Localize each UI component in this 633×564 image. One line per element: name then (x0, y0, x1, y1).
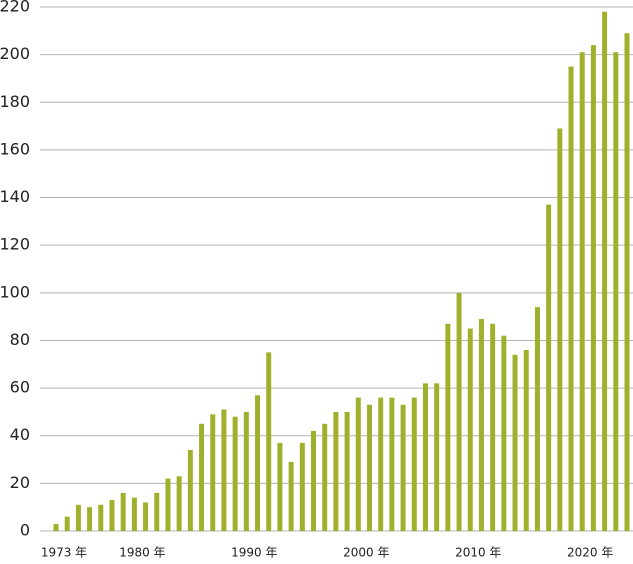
bar (143, 502, 149, 531)
bar (277, 442, 283, 531)
bar (75, 504, 81, 531)
bar (154, 492, 160, 531)
bar (288, 461, 294, 531)
x-tick-label: 1980 年 (119, 546, 165, 560)
bar (467, 328, 473, 531)
bar (613, 52, 619, 531)
x-tick-label: 1990 年 (231, 546, 277, 560)
bar (590, 45, 596, 531)
bar (534, 307, 540, 531)
bar (221, 409, 227, 531)
bar (266, 352, 272, 531)
bar (579, 52, 585, 531)
bar (546, 204, 552, 531)
bar (199, 423, 205, 531)
y-tick-label: 100 (0, 282, 30, 301)
bar (445, 323, 451, 531)
bar (456, 292, 462, 531)
bar (64, 516, 70, 531)
bar (109, 500, 115, 531)
bar (333, 411, 339, 531)
bar (557, 128, 563, 532)
bar (512, 354, 518, 531)
bar (624, 33, 630, 531)
bar (165, 478, 171, 531)
y-tick-label: 120 (0, 235, 30, 254)
bar (568, 66, 574, 531)
x-tick-label: 1973 年 (41, 546, 87, 560)
y-tick-label: 160 (0, 139, 30, 158)
bar (232, 416, 238, 531)
bar (434, 383, 440, 531)
y-tick-label: 20 (10, 473, 30, 492)
y-tick-label: 40 (10, 425, 30, 444)
y-tick-label: 80 (10, 330, 30, 349)
x-tick-label: 2010 年 (455, 546, 501, 560)
bar (400, 404, 406, 531)
bar (299, 442, 305, 531)
bar (422, 383, 428, 531)
y-tick-label: 60 (10, 378, 30, 397)
bar (255, 395, 261, 531)
bar (389, 397, 395, 531)
bar (490, 323, 496, 531)
bar (311, 430, 317, 531)
bar (187, 450, 193, 531)
bar (344, 411, 350, 531)
bar (322, 423, 328, 531)
y-tick-label: 140 (0, 187, 30, 206)
bar (478, 319, 484, 531)
x-tick-label: 2000 年 (343, 546, 389, 560)
bar (501, 335, 507, 531)
bar (131, 497, 137, 531)
y-tick-label: 200 (0, 44, 30, 63)
bar (98, 504, 104, 531)
bar (210, 414, 216, 531)
bar (366, 404, 372, 531)
bar (602, 11, 608, 532)
bar (378, 397, 384, 531)
bar (176, 476, 182, 531)
bar (523, 349, 529, 531)
bar (87, 507, 93, 531)
x-tick-label: 2020 年 (567, 546, 613, 560)
y-tick-label: 0 (20, 521, 30, 540)
bar (355, 397, 361, 531)
y-tick-label: 220 (0, 0, 30, 16)
y-tick-label: 180 (0, 92, 30, 111)
bar (53, 523, 59, 531)
bar (243, 411, 249, 531)
bar (120, 492, 126, 531)
bar (411, 397, 417, 531)
